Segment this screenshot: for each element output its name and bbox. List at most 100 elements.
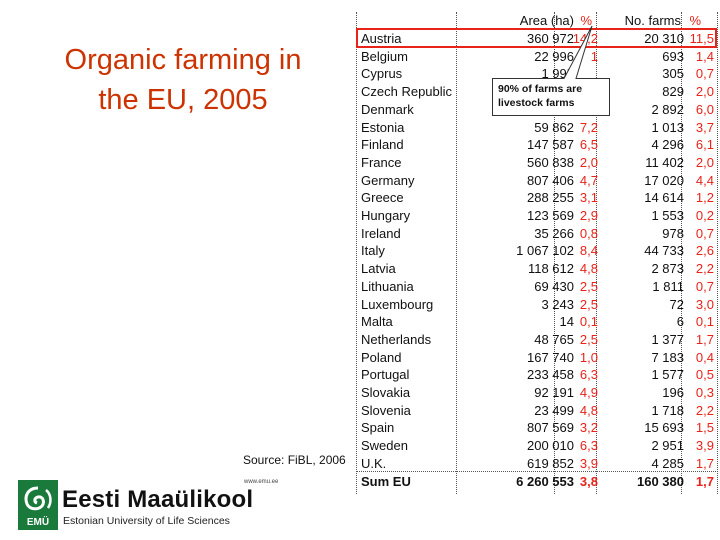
farms-cell: 44 733 [644, 243, 684, 259]
logo-mark-text: EMÜ [27, 515, 49, 528]
farms-cell: 1 377 [651, 331, 684, 347]
country-cell: Sum EU [361, 474, 411, 489]
area-percent-cell: 2,9 [579, 208, 598, 223]
table-row: Estonia 59 862 7,2 1 013 3,7 [356, 119, 718, 137]
farms-cell: 4 285 [651, 455, 684, 471]
area-percent-cell: 6,3 [579, 438, 598, 454]
area-cell: 48 765 [534, 331, 574, 347]
country-cell: Spain [361, 420, 395, 436]
slide-title: Organic farming in the EU, 2005 [18, 40, 348, 120]
farms-cell: 1 013 [651, 119, 684, 135]
table-row: Portugal 233 458 6,3 1 577 0,5 [356, 366, 718, 384]
farms-percent-cell: 2,6 [695, 243, 714, 259]
table-row: Slovenia 23 499 4,8 1 718 2,2 [356, 402, 718, 420]
area-cell: 23 499 [534, 402, 574, 418]
area-cell: 3 243 [541, 296, 574, 312]
farms-percent-cell: 0,2 [695, 208, 714, 223]
country-cell: Netherlands [361, 331, 432, 347]
university-logo: EMÜ Eesti Maaülikool Estonian University… [18, 480, 253, 532]
area-cell: 560 838 [527, 154, 574, 170]
table-row: Lithuania 69 430 2,5 1 811 0,7 [356, 278, 718, 296]
area-cell: 288 255 [527, 190, 574, 206]
title-line-1: Organic farming in [64, 44, 302, 76]
country-cell: Estonia [361, 119, 405, 135]
farms-cell: 1 811 [652, 278, 684, 294]
country-cell: Sweden [361, 438, 408, 454]
title-line-2: the EU, 2005 [98, 84, 268, 116]
area-cell: 619 852 [527, 455, 574, 471]
area-cell: 14 [559, 314, 574, 330]
area-cell: 807 406 [527, 172, 574, 188]
header-area: Area (ha) [519, 13, 574, 28]
farms-percent-cell: 3,0 [695, 296, 714, 312]
area-cell: 69 430 [534, 278, 574, 294]
callout-shape [492, 25, 610, 116]
country-cell: Hungary [361, 208, 411, 223]
farms-percent-cell: 2,0 [695, 84, 714, 100]
farms-cell: 305 [662, 66, 684, 82]
area-cell: 123 569 [527, 208, 574, 223]
table-row: Sweden 200 010 6,3 2 951 3,9 [356, 437, 718, 455]
area-cell: 35 266 [534, 225, 574, 241]
austria-highlight [356, 28, 717, 48]
farms-percent-cell: 2,2 [695, 402, 714, 418]
country-cell: Greece [361, 190, 404, 206]
grid-line [554, 12, 555, 494]
area-percent-cell: 3,1 [579, 190, 598, 206]
total-row: Sum EU 6 260 553 3,8 160 380 1,7 [356, 473, 718, 491]
country-cell: Denmark [361, 101, 414, 117]
area-cell: 200 010 [527, 438, 574, 454]
country-cell: Italy [361, 243, 385, 259]
farms-percent-cell: 0,5 [695, 367, 714, 383]
country-cell: Ireland [361, 225, 401, 241]
farms-cell: 1 553 [651, 208, 684, 223]
area-percent-cell: 0,8 [579, 225, 598, 241]
farms-percent-cell: 6,0 [695, 101, 714, 117]
table-row: Malta 14 0,1 6 0,1 [356, 313, 718, 331]
callout-text: 90% of farms are livestock farms [498, 83, 583, 109]
farms-percent-cell: 4,4 [695, 172, 714, 188]
farms-cell: 2 873 [651, 261, 684, 277]
area-cell: 92 191 [534, 385, 574, 400]
table-row: Finland 147 587 6,5 4 296 6,1 [356, 136, 718, 154]
area-percent-cell: 0,1 [579, 314, 598, 330]
area-percent-cell: 2,5 [579, 278, 598, 294]
farms-percent-cell: 1,7 [695, 474, 714, 489]
area-percent-cell: 4,9 [579, 385, 598, 400]
farms-cell: 1 718 [651, 402, 684, 418]
table-row: Ireland 35 266 0,8 978 0,7 [356, 225, 718, 243]
table-row: Denmark 2 892 6,0 [356, 101, 718, 119]
country-cell: U.K. [361, 455, 387, 471]
table-row: Germany 807 406 4,7 17 020 4,4 [356, 172, 718, 190]
farms-percent-cell: 1,7 [695, 331, 714, 347]
table-row: Slovakia 92 191 4,9 196 0,3 [356, 384, 718, 402]
grid-line [356, 12, 357, 494]
table-row: Czech Republic 829 2,0 [356, 83, 718, 101]
farms-cell: 17 020 [644, 172, 684, 188]
farms-percent-cell: 6,1 [695, 137, 714, 153]
header-farms-percent: % [689, 13, 701, 28]
table-row: Belgium 22 996 1 693 1,4 [356, 48, 718, 66]
farms-cell: 7 183 [651, 349, 684, 365]
farms-cell: 4 296 [651, 137, 684, 153]
area-percent-cell: 1,0 [579, 349, 598, 365]
farms-percent-cell: 0,1 [695, 314, 714, 330]
area-percent-cell: 1 [590, 48, 598, 64]
farms-percent-cell: 2,0 [695, 154, 714, 170]
country-cell: Poland [361, 349, 402, 365]
farms-cell: 11 402 [645, 154, 684, 170]
country-cell: Latvia [361, 261, 396, 277]
area-percent-cell: 2,5 [579, 296, 598, 312]
area-cell: 22 996 [534, 48, 574, 64]
header-farms: No. farms [624, 13, 681, 28]
farms-percent-cell: 3,7 [695, 119, 714, 135]
farms-percent-cell: 11,5 [689, 31, 714, 46]
table-row: Luxembourg 3 243 2,5 72 3,0 [356, 296, 718, 314]
area-percent-cell: 2,5 [579, 331, 598, 347]
grid-line [456, 12, 457, 494]
logo-name: Eesti Maaülikool [62, 486, 254, 513]
area-percent-cell: 7,2 [579, 119, 598, 135]
table-row: Italy 1 067 102 8,4 44 733 2,6 [356, 242, 718, 260]
farms-percent-cell: 1,7 [695, 455, 714, 471]
